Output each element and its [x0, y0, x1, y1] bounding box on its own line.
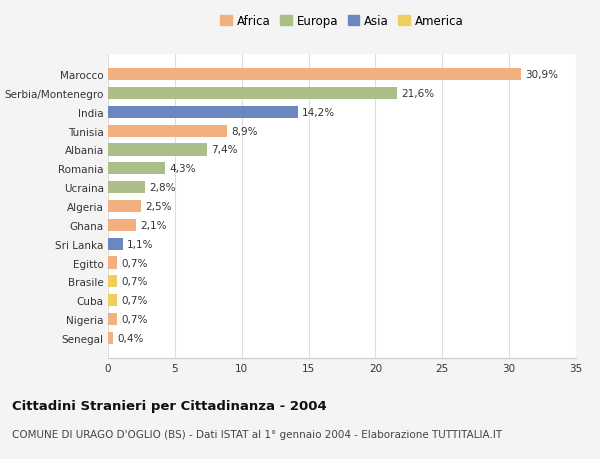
Bar [108, 257, 118, 269]
Bar [108, 219, 136, 231]
Bar [108, 313, 118, 325]
Text: 4,3%: 4,3% [170, 164, 196, 174]
Bar [108, 294, 118, 307]
Bar [108, 125, 227, 137]
Bar [108, 144, 207, 156]
Text: 30,9%: 30,9% [525, 70, 558, 80]
Text: 2,1%: 2,1% [140, 220, 167, 230]
Text: 7,4%: 7,4% [211, 145, 238, 155]
Text: 2,5%: 2,5% [145, 202, 172, 212]
Bar [108, 238, 123, 250]
Bar [108, 201, 142, 213]
Bar [108, 106, 298, 119]
Text: 21,6%: 21,6% [401, 89, 434, 99]
Bar [108, 182, 145, 194]
Text: 2,8%: 2,8% [149, 183, 176, 193]
Legend: Africa, Europa, Asia, America: Africa, Europa, Asia, America [218, 12, 466, 30]
Text: 14,2%: 14,2% [302, 107, 335, 118]
Text: 0,7%: 0,7% [121, 314, 148, 325]
Bar [108, 69, 521, 81]
Text: COMUNE DI URAGO D'OGLIO (BS) - Dati ISTAT al 1° gennaio 2004 - Elaborazione TUTT: COMUNE DI URAGO D'OGLIO (BS) - Dati ISTA… [12, 429, 502, 439]
Bar [108, 88, 397, 100]
Text: 8,9%: 8,9% [231, 126, 257, 136]
Text: 0,4%: 0,4% [118, 333, 144, 343]
Text: 0,7%: 0,7% [121, 296, 148, 306]
Bar [108, 332, 113, 344]
Bar [108, 163, 166, 175]
Text: 0,7%: 0,7% [121, 277, 148, 287]
Text: 0,7%: 0,7% [121, 258, 148, 268]
Bar [108, 276, 118, 288]
Text: 1,1%: 1,1% [127, 239, 153, 249]
Text: Cittadini Stranieri per Cittadinanza - 2004: Cittadini Stranieri per Cittadinanza - 2… [12, 399, 327, 412]
